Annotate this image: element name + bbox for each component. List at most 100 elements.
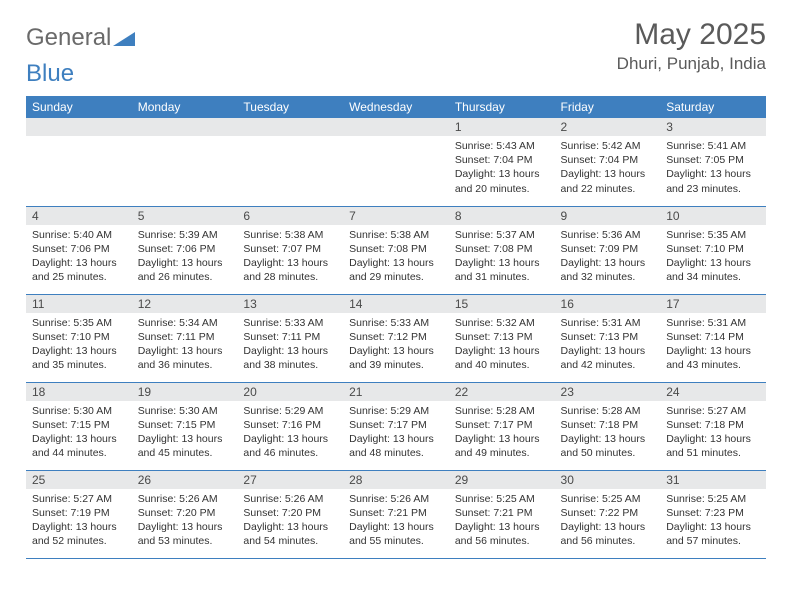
calendar-cell: 8Sunrise: 5:37 AMSunset: 7:08 PMDaylight…	[449, 206, 555, 294]
day-number: 8	[449, 207, 555, 225]
day-details: Sunrise: 5:39 AMSunset: 7:06 PMDaylight:…	[132, 225, 238, 289]
calendar-row: 1Sunrise: 5:43 AMSunset: 7:04 PMDaylight…	[26, 118, 766, 206]
calendar-cell: 12Sunrise: 5:34 AMSunset: 7:11 PMDayligh…	[132, 294, 238, 382]
calendar-cell: 13Sunrise: 5:33 AMSunset: 7:11 PMDayligh…	[237, 294, 343, 382]
calendar-cell: 23Sunrise: 5:28 AMSunset: 7:18 PMDayligh…	[555, 382, 661, 470]
day-number: 17	[660, 295, 766, 313]
calendar-row: 18Sunrise: 5:30 AMSunset: 7:15 PMDayligh…	[26, 382, 766, 470]
day-number: 20	[237, 383, 343, 401]
calendar-cell: 4Sunrise: 5:40 AMSunset: 7:06 PMDaylight…	[26, 206, 132, 294]
calendar-row: 4Sunrise: 5:40 AMSunset: 7:06 PMDaylight…	[26, 206, 766, 294]
day-details: Sunrise: 5:27 AMSunset: 7:19 PMDaylight:…	[26, 489, 132, 553]
calendar-cell	[132, 118, 238, 206]
day-number: 3	[660, 118, 766, 136]
day-number	[132, 118, 238, 136]
day-number: 7	[343, 207, 449, 225]
day-number	[237, 118, 343, 136]
calendar-cell: 18Sunrise: 5:30 AMSunset: 7:15 PMDayligh…	[26, 382, 132, 470]
calendar-row: 11Sunrise: 5:35 AMSunset: 7:10 PMDayligh…	[26, 294, 766, 382]
calendar-cell: 17Sunrise: 5:31 AMSunset: 7:14 PMDayligh…	[660, 294, 766, 382]
calendar-cell: 21Sunrise: 5:29 AMSunset: 7:17 PMDayligh…	[343, 382, 449, 470]
day-details: Sunrise: 5:25 AMSunset: 7:22 PMDaylight:…	[555, 489, 661, 553]
calendar-cell: 3Sunrise: 5:41 AMSunset: 7:05 PMDaylight…	[660, 118, 766, 206]
day-number: 14	[343, 295, 449, 313]
day-number	[343, 118, 449, 136]
calendar-cell	[26, 118, 132, 206]
day-number: 10	[660, 207, 766, 225]
day-details: Sunrise: 5:38 AMSunset: 7:08 PMDaylight:…	[343, 225, 449, 289]
triangle-icon	[113, 30, 135, 46]
calendar-cell: 27Sunrise: 5:26 AMSunset: 7:20 PMDayligh…	[237, 470, 343, 558]
col-tuesday: Tuesday	[237, 96, 343, 118]
calendar-cell: 9Sunrise: 5:36 AMSunset: 7:09 PMDaylight…	[555, 206, 661, 294]
day-number: 11	[26, 295, 132, 313]
day-details: Sunrise: 5:29 AMSunset: 7:16 PMDaylight:…	[237, 401, 343, 465]
day-number: 2	[555, 118, 661, 136]
day-details: Sunrise: 5:43 AMSunset: 7:04 PMDaylight:…	[449, 136, 555, 200]
calendar-cell: 14Sunrise: 5:33 AMSunset: 7:12 PMDayligh…	[343, 294, 449, 382]
day-details: Sunrise: 5:36 AMSunset: 7:09 PMDaylight:…	[555, 225, 661, 289]
calendar-row: 25Sunrise: 5:27 AMSunset: 7:19 PMDayligh…	[26, 470, 766, 558]
day-details: Sunrise: 5:28 AMSunset: 7:18 PMDaylight:…	[555, 401, 661, 465]
day-number: 4	[26, 207, 132, 225]
day-number: 13	[237, 295, 343, 313]
day-number: 30	[555, 471, 661, 489]
calendar-cell: 6Sunrise: 5:38 AMSunset: 7:07 PMDaylight…	[237, 206, 343, 294]
day-details: Sunrise: 5:26 AMSunset: 7:20 PMDaylight:…	[237, 489, 343, 553]
day-details: Sunrise: 5:27 AMSunset: 7:18 PMDaylight:…	[660, 401, 766, 465]
day-details: Sunrise: 5:31 AMSunset: 7:14 PMDaylight:…	[660, 313, 766, 377]
col-wednesday: Wednesday	[343, 96, 449, 118]
page-subtitle: Dhuri, Punjab, India	[617, 54, 766, 74]
day-number: 22	[449, 383, 555, 401]
calendar-cell: 30Sunrise: 5:25 AMSunset: 7:22 PMDayligh…	[555, 470, 661, 558]
col-sunday: Sunday	[26, 96, 132, 118]
calendar-table: Sunday Monday Tuesday Wednesday Thursday…	[26, 96, 766, 559]
day-number: 12	[132, 295, 238, 313]
calendar-cell: 20Sunrise: 5:29 AMSunset: 7:16 PMDayligh…	[237, 382, 343, 470]
calendar-cell: 28Sunrise: 5:26 AMSunset: 7:21 PMDayligh…	[343, 470, 449, 558]
day-details: Sunrise: 5:33 AMSunset: 7:12 PMDaylight:…	[343, 313, 449, 377]
day-details: Sunrise: 5:35 AMSunset: 7:10 PMDaylight:…	[660, 225, 766, 289]
weekday-header-row: Sunday Monday Tuesday Wednesday Thursday…	[26, 96, 766, 118]
day-details: Sunrise: 5:40 AMSunset: 7:06 PMDaylight:…	[26, 225, 132, 289]
day-number: 21	[343, 383, 449, 401]
day-number: 18	[26, 383, 132, 401]
day-number: 9	[555, 207, 661, 225]
day-number: 1	[449, 118, 555, 136]
day-number: 15	[449, 295, 555, 313]
day-details: Sunrise: 5:31 AMSunset: 7:13 PMDaylight:…	[555, 313, 661, 377]
calendar-cell: 26Sunrise: 5:26 AMSunset: 7:20 PMDayligh…	[132, 470, 238, 558]
calendar-cell: 10Sunrise: 5:35 AMSunset: 7:10 PMDayligh…	[660, 206, 766, 294]
day-number: 31	[660, 471, 766, 489]
day-details: Sunrise: 5:35 AMSunset: 7:10 PMDaylight:…	[26, 313, 132, 377]
col-friday: Friday	[555, 96, 661, 118]
day-details: Sunrise: 5:34 AMSunset: 7:11 PMDaylight:…	[132, 313, 238, 377]
day-number: 23	[555, 383, 661, 401]
calendar-cell: 5Sunrise: 5:39 AMSunset: 7:06 PMDaylight…	[132, 206, 238, 294]
day-number: 5	[132, 207, 238, 225]
day-number: 24	[660, 383, 766, 401]
calendar-cell: 16Sunrise: 5:31 AMSunset: 7:13 PMDayligh…	[555, 294, 661, 382]
day-details: Sunrise: 5:26 AMSunset: 7:21 PMDaylight:…	[343, 489, 449, 553]
calendar-cell: 19Sunrise: 5:30 AMSunset: 7:15 PMDayligh…	[132, 382, 238, 470]
day-number: 28	[343, 471, 449, 489]
day-details: Sunrise: 5:29 AMSunset: 7:17 PMDaylight:…	[343, 401, 449, 465]
calendar-cell	[237, 118, 343, 206]
calendar-cell	[343, 118, 449, 206]
calendar-cell: 11Sunrise: 5:35 AMSunset: 7:10 PMDayligh…	[26, 294, 132, 382]
calendar-cell: 31Sunrise: 5:25 AMSunset: 7:23 PMDayligh…	[660, 470, 766, 558]
day-number: 6	[237, 207, 343, 225]
day-details: Sunrise: 5:32 AMSunset: 7:13 PMDaylight:…	[449, 313, 555, 377]
day-number: 29	[449, 471, 555, 489]
day-details: Sunrise: 5:28 AMSunset: 7:17 PMDaylight:…	[449, 401, 555, 465]
day-number: 16	[555, 295, 661, 313]
calendar-cell: 2Sunrise: 5:42 AMSunset: 7:04 PMDaylight…	[555, 118, 661, 206]
day-details: Sunrise: 5:26 AMSunset: 7:20 PMDaylight:…	[132, 489, 238, 553]
day-details: Sunrise: 5:38 AMSunset: 7:07 PMDaylight:…	[237, 225, 343, 289]
day-details: Sunrise: 5:37 AMSunset: 7:08 PMDaylight:…	[449, 225, 555, 289]
day-details: Sunrise: 5:42 AMSunset: 7:04 PMDaylight:…	[555, 136, 661, 200]
day-details: Sunrise: 5:30 AMSunset: 7:15 PMDaylight:…	[26, 401, 132, 465]
calendar-cell: 29Sunrise: 5:25 AMSunset: 7:21 PMDayligh…	[449, 470, 555, 558]
col-thursday: Thursday	[449, 96, 555, 118]
day-number: 26	[132, 471, 238, 489]
